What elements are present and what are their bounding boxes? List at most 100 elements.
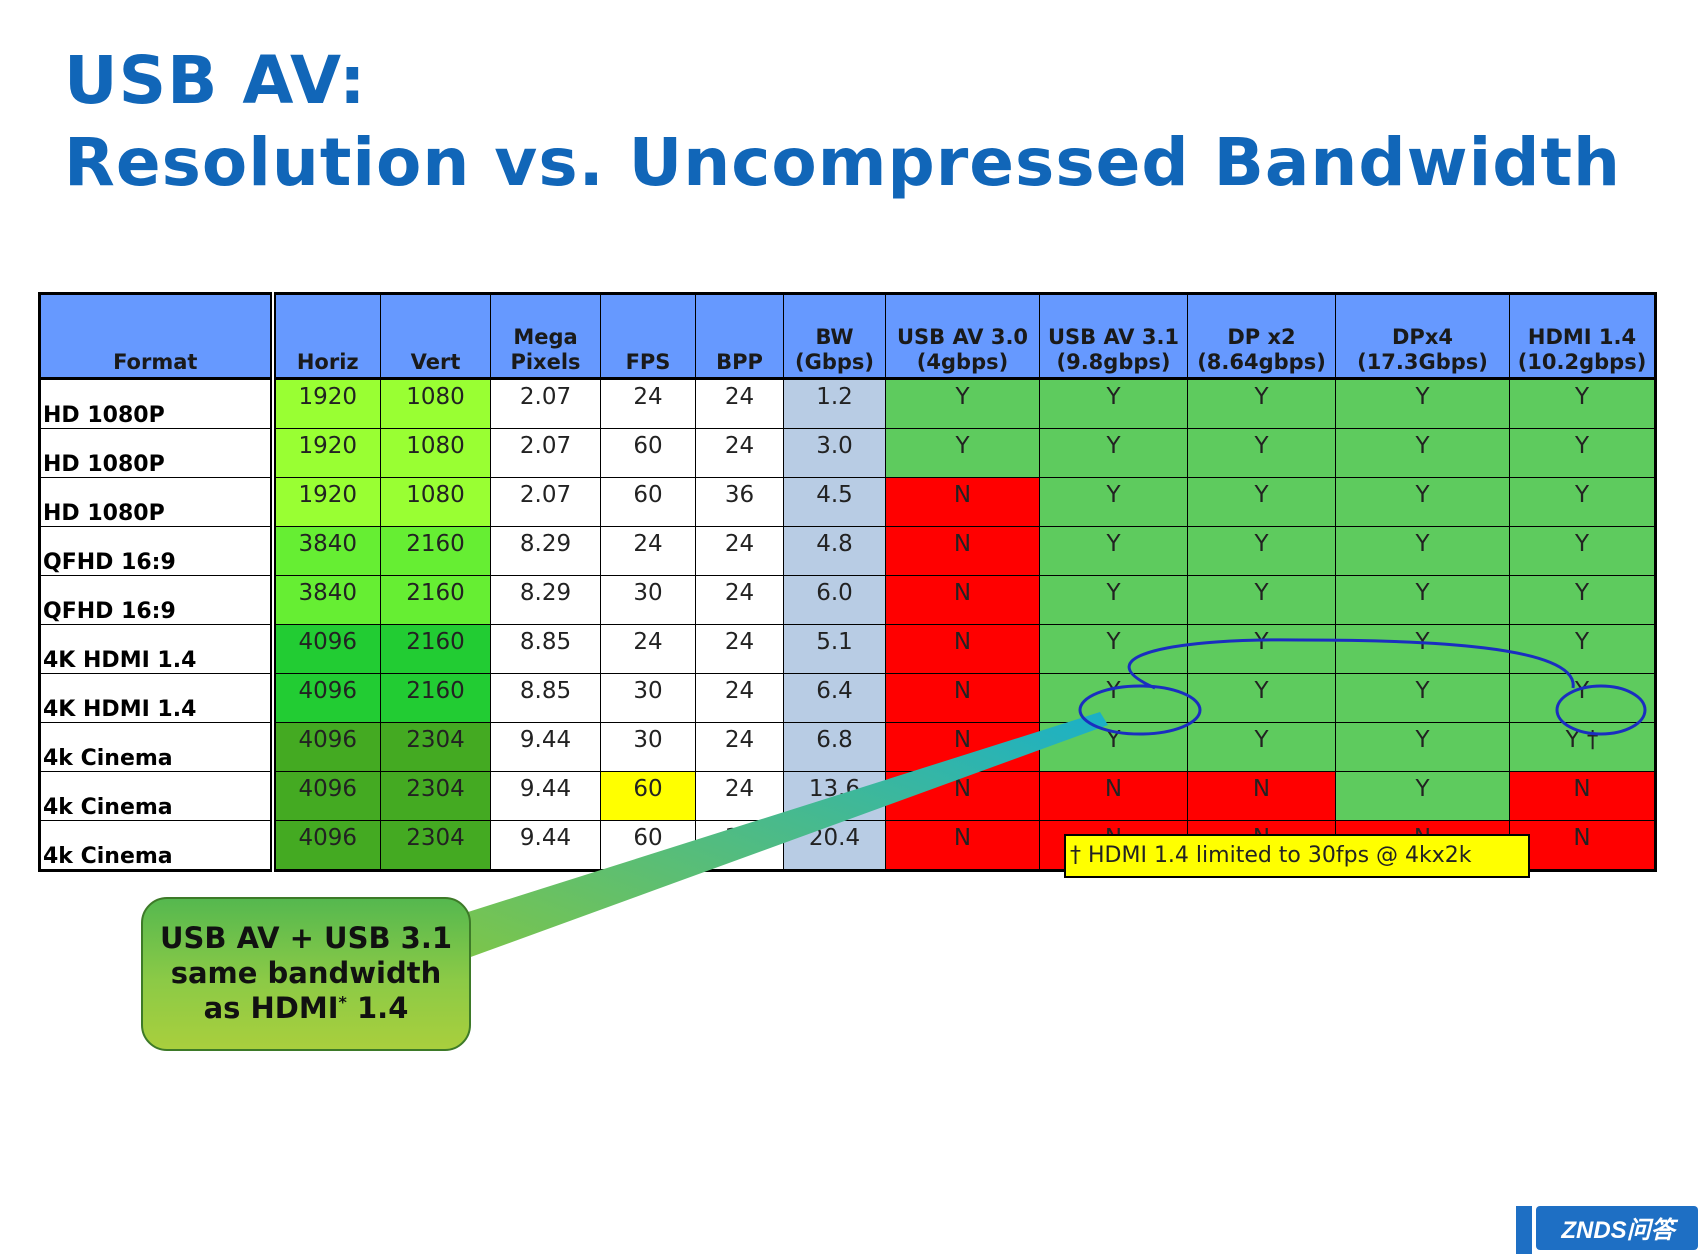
cell-bpp: 24 — [695, 378, 784, 429]
cell-fps: 60 — [600, 820, 696, 871]
cell-horiz: 3840 — [269, 526, 381, 576]
cell-dpx4: Y — [1335, 526, 1510, 576]
cell-megapixels: 8.29 — [490, 526, 601, 576]
table-row: QFHD 16:9 3840 2160 8.29 24 24 4.8 N Y Y Y Y — [39, 526, 1656, 576]
header-row: Format Horiz Vert Mega Pixels FPS BPP BW… — [39, 293, 1656, 380]
cell-bpp: 24 — [695, 722, 784, 772]
cell-vert: 2304 — [380, 722, 491, 772]
cell-megapixels: 9.44 — [490, 820, 601, 871]
cell-format: 4k Cinema — [39, 771, 273, 821]
cell-fps: 30 — [600, 575, 696, 625]
cell-hdmi14: Y † — [1509, 722, 1656, 772]
table-body: HD 1080P 1920 1080 2.07 24 24 1.2 Y Y Y Y Y HD 1080P… — [39, 378, 1656, 871]
callout-box: USB AV + USB 3.1 same bandwidth as HDMI*… — [141, 897, 471, 1051]
cell-bpp: 36 — [695, 820, 784, 871]
cell-dpx2: Y — [1187, 477, 1336, 527]
cell-vert: 1080 — [380, 477, 491, 527]
cell-fps: 30 — [600, 722, 696, 772]
header-dpx4: DPx4 (17.3Gbps) — [1335, 293, 1510, 380]
header-vert: Vert — [380, 293, 491, 380]
cell-vert: 1080 — [380, 428, 491, 478]
cell-usbav31: Y — [1039, 624, 1188, 674]
cell-usbav30: N — [885, 820, 1040, 871]
cell-megapixels: 2.07 — [490, 428, 601, 478]
cell-bpp: 24 — [695, 526, 784, 576]
cell-hdmi14: Y — [1509, 477, 1656, 527]
cell-usbav30: Y — [885, 428, 1040, 478]
cell-dpx2: Y — [1187, 624, 1336, 674]
table-row: HD 1080P 1920 1080 2.07 24 24 1.2 Y Y Y Y Y — [39, 378, 1656, 429]
cell-dpx4: Y — [1335, 575, 1510, 625]
slide-title: USB AV: Resolution vs. Uncompressed Band… — [64, 40, 1621, 204]
cell-dpx4: Y — [1335, 378, 1510, 429]
header-fps: FPS — [600, 293, 696, 380]
cell-hdmi14: Y — [1509, 378, 1656, 429]
cell-bw: 4.8 — [783, 526, 886, 576]
cell-dpx4: Y — [1335, 624, 1510, 674]
cell-horiz: 3840 — [269, 575, 381, 625]
cell-megapixels: 8.85 — [490, 624, 601, 674]
cell-fps: 60 — [600, 428, 696, 478]
table-row: QFHD 16:9 3840 2160 8.29 30 24 6.0 N Y Y Y Y — [39, 575, 1656, 625]
cell-horiz: 1920 — [269, 477, 381, 527]
cell-usbav30: N — [885, 526, 1040, 576]
table-row: HD 1080P 1920 1080 2.07 60 36 4.5 N Y Y Y Y — [39, 477, 1656, 527]
cell-dpx4: Y — [1335, 722, 1510, 772]
cell-bw: 1.2 — [783, 378, 886, 429]
cell-fps: 24 — [600, 624, 696, 674]
cell-vert: 1080 — [380, 378, 491, 429]
cell-bw: 5.1 — [783, 624, 886, 674]
cell-dpx2: Y — [1187, 378, 1336, 429]
title-line-2: Resolution vs. Uncompressed Bandwidth — [64, 124, 1622, 201]
cell-dpx2: Y — [1187, 428, 1336, 478]
header-horiz: Horiz — [269, 293, 381, 380]
header-usbav30: USB AV 3.0 (4gbps) — [885, 293, 1040, 380]
cell-bw: 6.0 — [783, 575, 886, 625]
cell-vert: 2160 — [380, 673, 491, 723]
cell-vert: 2304 — [380, 771, 491, 821]
cell-usbav30: N — [885, 771, 1040, 821]
cell-horiz: 4096 — [269, 820, 381, 871]
cell-usbav31: Y — [1039, 378, 1188, 429]
cell-horiz: 4096 — [269, 673, 381, 723]
cell-vert: 2160 — [380, 575, 491, 625]
cell-usbav31: Y — [1039, 722, 1188, 772]
cell-dpx2: Y — [1187, 526, 1336, 576]
callout-line-1: USB AV + USB 3.1 — [159, 921, 453, 955]
cell-usbav31: Y — [1039, 673, 1188, 723]
callout-line-2: same bandwidth — [170, 956, 442, 990]
cell-usbav31: Y — [1039, 575, 1188, 625]
cell-fps: 24 — [600, 378, 696, 429]
cell-megapixels: 8.29 — [490, 575, 601, 625]
cell-format: 4K HDMI 1.4 — [39, 624, 273, 674]
cell-fps: 24 — [600, 526, 696, 576]
cell-dpx4: Y — [1335, 477, 1510, 527]
cell-fps: 30 — [600, 673, 696, 723]
cell-hdmi14: Y — [1509, 428, 1656, 478]
cell-format: QFHD 16:9 — [39, 575, 273, 625]
header-hdmi14: HDMI 1.4 (10.2gbps) — [1509, 293, 1656, 380]
cell-bpp: 24 — [695, 771, 784, 821]
cell-horiz: 1920 — [269, 428, 381, 478]
header-usbav31: USB AV 3.1 (9.8gbps) — [1039, 293, 1188, 380]
cell-megapixels: 2.07 — [490, 378, 601, 429]
cell-usbav31: Y — [1039, 428, 1188, 478]
cell-usbav30: N — [885, 477, 1040, 527]
comparison-table: Format Horiz Vert Mega Pixels FPS BPP BW… — [38, 292, 1657, 872]
cell-vert: 2160 — [380, 526, 491, 576]
cell-format: 4k Cinema — [39, 820, 273, 871]
cell-bpp: 24 — [695, 624, 784, 674]
table-row: 4k Cinema 4096 2304 9.44 30 24 6.8 N Y Y Y Y † — [39, 722, 1656, 772]
cell-usbav30: N — [885, 575, 1040, 625]
cell-dpx2: Y — [1187, 575, 1336, 625]
cell-bpp: 24 — [695, 673, 784, 723]
cell-format: HD 1080P — [39, 477, 273, 527]
cell-megapixels: 9.44 — [490, 722, 601, 772]
cell-megapixels: 2.07 — [490, 477, 601, 527]
cell-bpp: 24 — [695, 428, 784, 478]
cell-bw: 4.5 — [783, 477, 886, 527]
cell-usbav30: N — [885, 624, 1040, 674]
cell-dpx4: Y — [1335, 673, 1510, 723]
cell-bw: 20.4 — [783, 820, 886, 871]
cell-hdmi14: N — [1509, 820, 1656, 871]
